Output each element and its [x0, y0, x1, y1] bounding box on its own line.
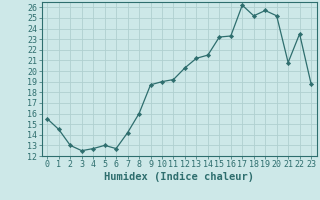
- X-axis label: Humidex (Indice chaleur): Humidex (Indice chaleur): [104, 172, 254, 182]
